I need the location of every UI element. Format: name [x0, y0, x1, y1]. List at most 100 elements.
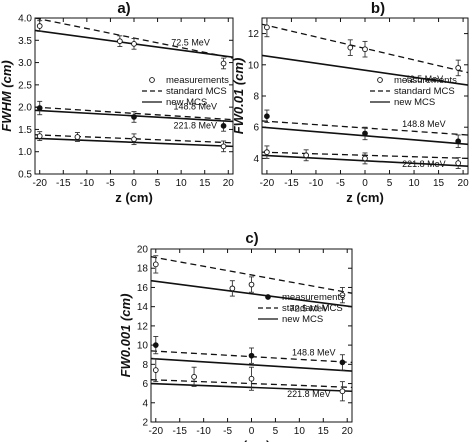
chart-b-group-2-measurement-point [455, 138, 462, 145]
chart-b-group-3-measurement-point [303, 152, 309, 159]
chart-a-legend-label: measurements [166, 75, 229, 86]
chart-b-group-1-new-mcs-line [262, 54, 468, 86]
chart-c-y-tick-label: 8 [142, 360, 148, 371]
chart-a-group-3-energy-label: 221.8 MeV [174, 121, 218, 131]
chart-a-y-tick-label: 3.5 [18, 36, 32, 47]
chart-a-group-1-measurement-point [131, 41, 137, 47]
chart-c-y-tick-label: 14 [137, 302, 149, 313]
chart-b-legend-marker [377, 77, 383, 83]
chart-c-group-1-energy-label: 72.5 MeV [290, 303, 329, 313]
chart-b-y-tick-label: 4 [253, 154, 259, 165]
chart-a-group-3-measurement-point [36, 133, 43, 139]
chart-c-x-axis-label: z (cm) [233, 438, 271, 442]
chart-c-y-axis-label: FW0.001 (cm) [118, 294, 133, 378]
chart-c-group-2-measurement-point [339, 359, 346, 366]
chart-c-y-tick-label: 4 [142, 398, 148, 409]
chart-b-group-2-energy-label: 148.8 MeV [402, 119, 446, 129]
chart-b-group-1-measurement-point [264, 24, 270, 31]
chart-a-x-tick-label: 5 [155, 178, 161, 189]
chart-b-x-tick-label: -20 [260, 178, 275, 189]
chart-b-legend-label: new MCS [394, 97, 435, 108]
chart-b-x-tick-label: -5 [336, 178, 345, 189]
chart-a-legend-label: standard MCS [166, 86, 227, 97]
chart-c-group-2-energy-label: 148.8 MeV [292, 348, 336, 358]
chart-c-legend-marker [265, 294, 271, 300]
chart-c-legend-label: standard MCS [282, 303, 343, 314]
chart-b-group-1-measurement-point [347, 44, 354, 51]
chart-c-plot-area [151, 255, 352, 402]
chart-b-x-tick-label: 10 [408, 178, 420, 189]
chart-a-group-2-energy-label: 148.8 MeV [174, 101, 218, 111]
chart-b-x-tick-label: -15 [284, 178, 299, 189]
chart-c-group-2-new-mcs-line [151, 357, 352, 372]
chart-a-x-tick-label: -5 [106, 178, 115, 189]
chart-b-y-tick-label: 6 [253, 123, 259, 134]
chart-c-y-tick-label: 18 [137, 264, 149, 275]
chart-b-y-axis-label: FW0.01 (cm) [231, 58, 246, 135]
chart-b-x-axis-label: z (cm) [346, 190, 384, 205]
chart-a-x-tick-label: -10 [80, 178, 95, 189]
chart-a-group-2-measurement-point [131, 114, 137, 120]
chart-c-x-tick-label: 5 [273, 426, 279, 437]
chart-b-group-1-energy-label: 72.5 MeV [405, 74, 444, 84]
chart-c-group-1-measurement-point [339, 292, 346, 298]
chart-c-group-3-measurement-point [248, 375, 255, 382]
chart-c-group-2-measurement-point [152, 342, 159, 348]
chart-c-y-tick-label: 10 [137, 341, 149, 352]
chart-c-group-1-measurement-point [152, 261, 159, 268]
chart-a-group-1-energy-label: 72.5 MeV [171, 38, 210, 48]
chart-c-group-1-measurement-point [248, 281, 255, 288]
chart-c-panel: c) -20 -15 -10 -5 0 5 10 15 20 2 4 6 8 10 12 14 16 18 20 z (… [118, 230, 353, 442]
chart-b-x-tick-label: 5 [387, 178, 393, 189]
chart-c-panel-label: c) [245, 230, 258, 247]
chart-b-y-tick-label: 12 [248, 29, 260, 40]
chart-a-group-3-measurement-point [220, 143, 227, 150]
chart-a-group-1-measurement-point [117, 38, 123, 45]
chart-a-group-1-measurement-point [220, 60, 227, 67]
chart-b-panel-label: b) [371, 0, 385, 17]
chart-a-x-tick-label: -15 [56, 178, 71, 189]
chart-b-group-3-measurement-point [264, 149, 270, 156]
chart-c-group-1-new-mcs-line [151, 279, 352, 308]
chart-c-legend-label: new MCS [282, 314, 323, 325]
chart-a-y-tick-label: 0.5 [18, 170, 32, 181]
chart-a-y-tick-label: 3.0 [18, 58, 32, 69]
chart-c-x-tick-label: -10 [196, 426, 211, 437]
chart-a-group-3-standard-mcs-line [35, 134, 233, 144]
chart-a-group-1-measurement-point [36, 23, 43, 29]
chart-b-group-3-measurement-point [455, 160, 462, 166]
chart-c-group-1-measurement-point [229, 285, 236, 292]
chart-b-x-tick-label: -10 [309, 178, 324, 189]
chart-a-x-tick-label: 10 [176, 178, 188, 189]
chart-c-y-tick-label: 20 [137, 245, 149, 256]
chart-b-legend-label: standard MCS [394, 86, 455, 97]
chart-b-group-2-measurement-point [264, 113, 270, 120]
chart-c-x-tick-label: -20 [149, 426, 164, 437]
chart-a-plot-area [35, 18, 233, 153]
chart-a-group-3-measurement-point [74, 134, 81, 140]
chart-c-y-tick-label: 12 [137, 321, 149, 332]
chart-b-x-tick-label: 0 [362, 178, 368, 189]
chart-c-group-3-measurement-point [152, 367, 159, 373]
chart-a-y-tick-label: 2.5 [18, 80, 32, 91]
chart-a-panel: a) -20 -15 -10 -5 0 5 10 15 20 0.5 1.0 1.5 2.0 2.5 3.0 3… [0, 0, 234, 205]
chart-b-panel: b) -20 -15 -10 -5 0 5 10 15 20 4 6 8 10 12 z (cm) FW0.01… [231, 0, 469, 205]
chart-c-group-3-measurement-point [191, 373, 197, 380]
chart-c-y-tick-label: 6 [142, 379, 148, 390]
chart-a-group-2-measurement-point [220, 123, 227, 129]
chart-b-y-tick-label: 8 [253, 92, 259, 103]
chart-b-x-tick-label: 20 [458, 178, 470, 189]
chart-a-x-tick-label: 15 [199, 178, 211, 189]
chart-c-group-1-standard-mcs-line [151, 256, 352, 294]
chart-a-x-tick-label: 0 [131, 178, 137, 189]
chart-c-group-3-energy-label: 221.8 MeV [287, 389, 331, 399]
chart-c-x-tick-label: -5 [223, 426, 232, 437]
chart-b-plot-area [262, 18, 468, 169]
chart-a-y-tick-label: 2.0 [18, 103, 32, 114]
chart-c-group-3-measurement-point [339, 388, 346, 395]
chart-c-x-tick-label: 20 [342, 426, 354, 437]
chart-a-y-axis-label: FWHM (cm) [0, 60, 14, 132]
